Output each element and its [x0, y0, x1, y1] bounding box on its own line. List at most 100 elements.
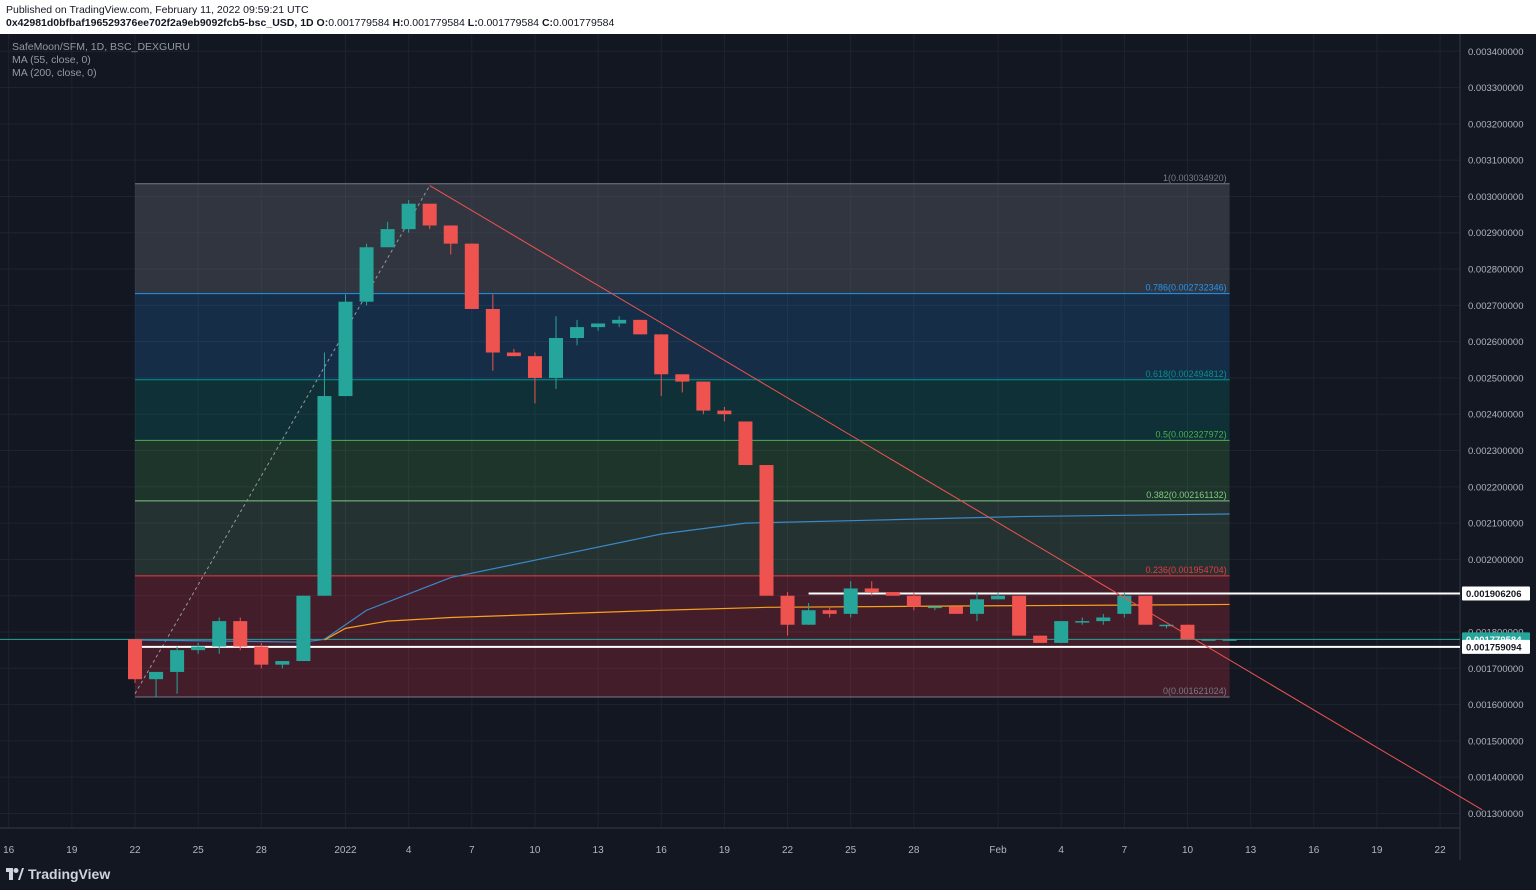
candle-body: [254, 646, 269, 665]
candle-body: [1054, 621, 1069, 643]
x-tick-label: 10: [1182, 845, 1194, 856]
fib-level-label: 0.618(0.002494812): [1146, 369, 1227, 379]
candle-body: [128, 639, 142, 680]
candle-body: [149, 671, 164, 680]
candle-body: [970, 599, 984, 614]
x-tick-label: 28: [256, 845, 268, 856]
x-tick-label: Feb: [989, 845, 1007, 856]
x-tick-label: 22: [782, 845, 794, 856]
candle-body: [1159, 624, 1174, 627]
tradingview-logo-icon: [6, 868, 24, 880]
tradingview-logo[interactable]: TradingView: [6, 866, 110, 882]
y-tick-label: 0.002500000: [1468, 373, 1523, 384]
brand-name: TradingView: [28, 866, 111, 882]
candle-body: [401, 203, 416, 230]
candle-body: [549, 338, 563, 378]
y-tick-label: 0.001500000: [1468, 736, 1523, 747]
candle-body: [927, 606, 942, 609]
candle-body: [1117, 595, 1132, 614]
x-tick-label: 13: [593, 845, 605, 856]
candle-body: [170, 650, 185, 672]
candle-body: [1012, 595, 1027, 636]
x-tick-label: 16: [3, 845, 15, 856]
y-tick-label: 0.001300000: [1468, 809, 1523, 820]
price-chart[interactable]: 0.001300000 0.001400000 0.001500000 0.00160…: [0, 34, 1536, 860]
chart-background: [0, 34, 1536, 860]
y-tick-label: 0.003200000: [1468, 119, 1523, 130]
x-tick-label: 25: [193, 845, 205, 856]
fib-level-label: 0.5(0.002327972): [1156, 429, 1227, 439]
level-price-tag-bg: [1462, 639, 1530, 654]
candle-body: [633, 319, 648, 335]
level-price-tag: 0.001906206: [1466, 589, 1521, 600]
fib-level-label: 0.236(0.001954704): [1146, 565, 1227, 575]
candle-body: [1075, 621, 1090, 623]
level-price-tag-bg: [1462, 586, 1530, 601]
candle-body: [359, 247, 374, 302]
candle-body: [696, 381, 711, 411]
candle-body: [612, 319, 627, 324]
candle-body: [296, 595, 311, 662]
x-tick-label: 19: [66, 845, 78, 856]
ohlc-value: 0.001779584: [553, 17, 615, 29]
x-tick-label: 19: [1371, 845, 1383, 856]
y-tick-label: 0.002900000: [1468, 228, 1523, 239]
candle-body: [906, 595, 921, 607]
candle-body: [485, 308, 500, 353]
candle-body: [422, 203, 437, 226]
y-tick-label: 0.003400000: [1468, 47, 1523, 58]
fib-anchor-line: [134, 185, 431, 694]
candle-body: [212, 621, 227, 647]
candle-body: [801, 610, 816, 625]
y-tick-label: 0.002000000: [1468, 555, 1523, 566]
candle-body: [338, 301, 353, 397]
fib-level-label: 1(0.003034920): [1163, 173, 1227, 183]
y-tick-label: 0.003300000: [1468, 83, 1523, 94]
publish-info: Published on TradingView.com, February 1…: [6, 4, 309, 16]
candle-body: [275, 661, 290, 665]
candle-body: [1180, 624, 1195, 640]
candle-body: [591, 323, 606, 328]
x-tick-label: 28: [908, 845, 920, 856]
candle-body: [675, 374, 690, 382]
x-tick-label: 16: [1308, 845, 1320, 856]
candle-body: [443, 225, 458, 244]
ohlc-value: 0.001779584: [477, 17, 540, 29]
x-tick-label: 7: [469, 845, 475, 856]
y-tick-label: 0.002300000: [1468, 446, 1523, 457]
ohlc-key: L:: [464, 17, 478, 29]
ohlc-key: C:: [539, 17, 554, 29]
ohlc-key: O:: [316, 17, 329, 29]
fib-band: [135, 575, 1230, 697]
candle-body: [464, 243, 479, 309]
fib-level-label: 0(0.001621024): [1163, 686, 1227, 696]
x-tick-label: 13: [1245, 845, 1257, 856]
y-tick-label: 0.002100000: [1468, 519, 1523, 530]
legend-symbol[interactable]: SafeMoon/SFM, 1D, BSC_DEXGURU: [12, 41, 190, 53]
fib-band: [135, 293, 1230, 380]
ohlc-value: 0.001779584: [403, 17, 465, 29]
y-tick-label: 0.002800000: [1468, 265, 1523, 276]
candle-body: [506, 352, 521, 357]
level-price-tag: 0.001759094: [1466, 642, 1522, 653]
candle-body: [717, 410, 732, 415]
ohlc-key: H:: [389, 17, 404, 29]
candle-body: [233, 621, 248, 647]
candle-body: [864, 588, 879, 593]
legend-ma200[interactable]: MA (200, close, 0): [12, 67, 97, 79]
fib-band: [135, 440, 1230, 501]
candle-body: [570, 327, 585, 338]
candle-body: [843, 588, 858, 614]
candle-body: [380, 229, 395, 248]
candle-body: [1096, 617, 1111, 622]
publish-header: Published on TradingView.com, February 1…: [0, 0, 1536, 34]
y-tick-label: 0.001700000: [1468, 664, 1523, 675]
legend-ma55[interactable]: MA (55, close, 0): [12, 54, 91, 66]
candle-body: [885, 592, 900, 596]
x-tick-label: 22: [1435, 845, 1447, 856]
fib-band: [135, 500, 1230, 576]
y-tick-label: 0.002200000: [1468, 482, 1523, 493]
fib-level-label: 0.382(0.002161132): [1146, 490, 1226, 500]
y-tick-label: 0.001600000: [1468, 700, 1523, 711]
y-tick-label: 0.003100000: [1468, 156, 1523, 167]
